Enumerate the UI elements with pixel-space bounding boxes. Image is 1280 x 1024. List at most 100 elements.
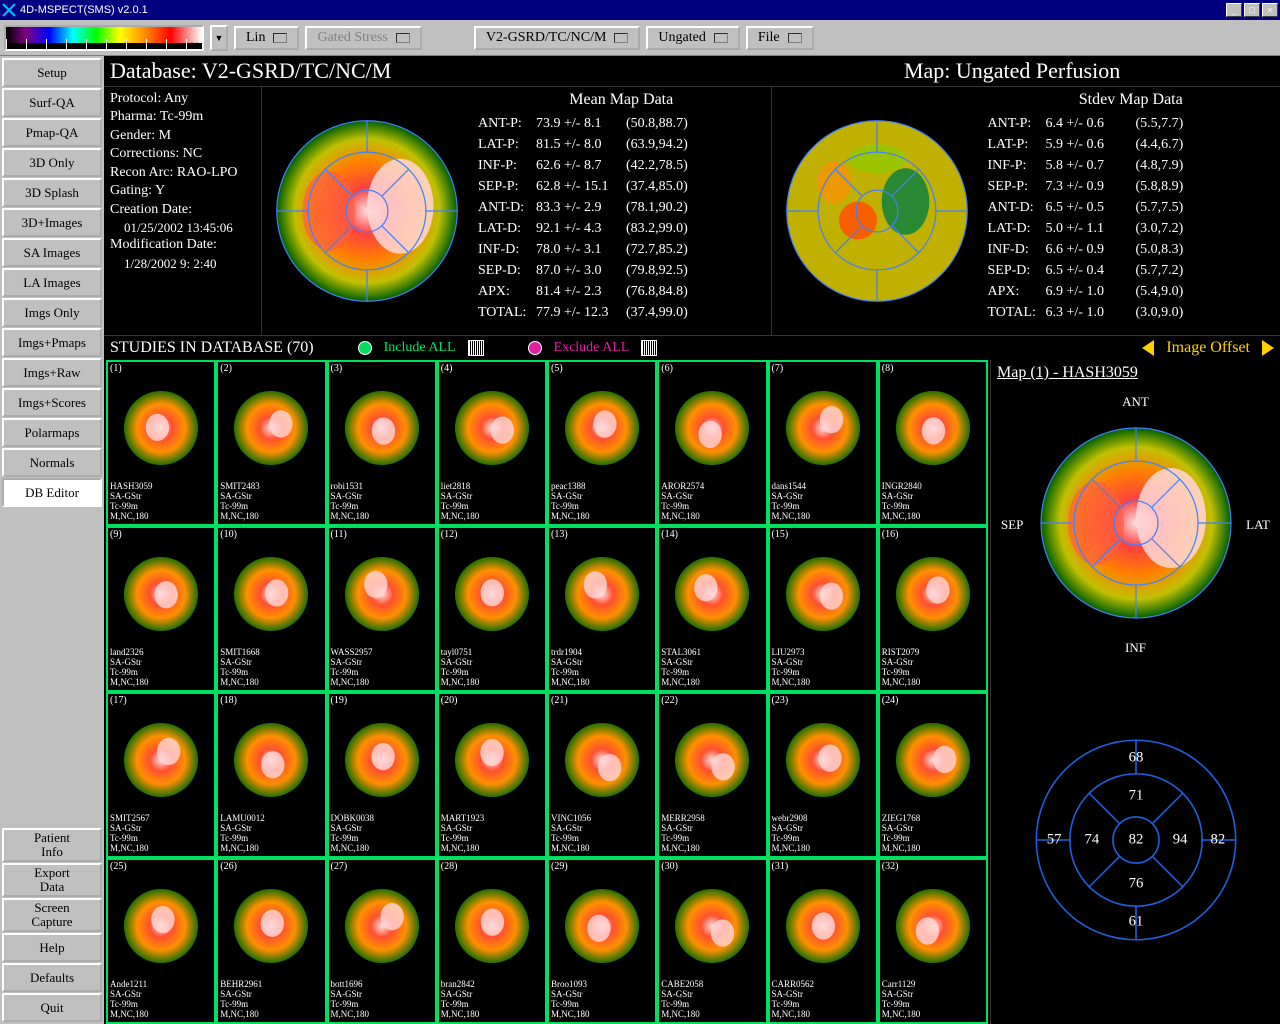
colorbar-dropdown[interactable]: ▼ [210, 25, 228, 51]
study-thumb[interactable]: (11) WASS2957 SA-GStr Tc-99m M,NC,180 [327, 526, 437, 692]
exclude-barcode-icon[interactable] [641, 340, 657, 356]
study-thumb[interactable]: (26) BEHR2961 SA-GStr Tc-99m M,NC,180 [216, 858, 326, 1024]
study-thumb[interactable]: (15) LIU2973 SA-GStr Tc-99m M,NC,180 [768, 526, 878, 692]
stat-row: ANT-D:6.5 +/- 0.5(5.7,7.5) [988, 197, 1275, 218]
maximize-button[interactable]: □ [1244, 3, 1260, 17]
stdev-map-title: Stdev Map Data [988, 91, 1275, 109]
sidebar-item-3d-images[interactable]: 3D+Images [2, 208, 102, 237]
include-all-button[interactable]: Include ALL [384, 340, 456, 356]
study-thumb[interactable]: (21) VINC1056 SA-GStr Tc-99m M,NC,180 [547, 692, 657, 858]
study-thumb[interactable]: (29) Broo1093 SA-GStr Tc-99m M,NC,180 [547, 858, 657, 1024]
sidebar-item-patient-info[interactable]: PatientInfo [2, 828, 102, 862]
score-inf-d: 76 [1128, 875, 1143, 891]
include-barcode-icon[interactable] [468, 340, 484, 356]
study-thumb[interactable]: (4) liet2818 SA-GStr Tc-99m M,NC,180 [437, 360, 547, 526]
stat-row: ANT-P:73.9 +/- 8.1(50.8,88.7) [478, 113, 765, 134]
sidebar-item-imgs-pmaps[interactable]: Imgs+Pmaps [2, 328, 102, 357]
offset-right-arrow-icon[interactable] [1262, 340, 1274, 356]
modification-date: 1/28/2002 9: 2:40 [110, 255, 255, 272]
stdev-polar-map[interactable] [772, 87, 982, 335]
study-thumb[interactable]: (28) bran2842 SA-GStr Tc-99m M,NC,180 [437, 858, 547, 1024]
study-thumb[interactable]: (30) CABE2058 SA-GStr Tc-99m M,NC,180 [657, 858, 767, 1024]
sidebar-item-quit[interactable]: Quit [2, 993, 102, 1022]
sidebar-item-3d-splash[interactable]: 3D Splash [2, 178, 102, 207]
orient-lat: LAT [1246, 517, 1270, 533]
exclude-dot-icon [528, 341, 542, 355]
mean-map-block: Mean Map Data ANT-P:73.9 +/- 8.1(50.8,88… [262, 87, 771, 335]
orient-inf: INF [1125, 640, 1146, 656]
sidebar-item-imgs-only[interactable]: Imgs Only [2, 298, 102, 327]
sidebar-item-polarmaps[interactable]: Polarmaps [2, 418, 102, 447]
protocol-corrections: Corrections: NC [110, 145, 255, 163]
study-thumb[interactable]: (3) robi1531 SA-GStr Tc-99m M,NC,180 [327, 360, 437, 526]
study-thumb[interactable]: (7) dans1544 SA-GStr Tc-99m M,NC,180 [768, 360, 878, 526]
protocol-gating: Gating: Y [110, 182, 255, 200]
study-thumb[interactable]: (1) HASH3059 SA-GStr Tc-99m M,NC,180 [106, 360, 216, 526]
stdev-map-block: Stdev Map Data ANT-P:6.4 +/- 0.6(5.5,7.7… [772, 87, 1280, 335]
file-dropdown[interactable]: File [746, 26, 814, 50]
study-thumb[interactable]: (10) SMIT1668 SA-GStr Tc-99m M,NC,180 [216, 526, 326, 692]
study-thumb[interactable]: (9) land2326 SA-GStr Tc-99m M,NC,180 [106, 526, 216, 692]
study-thumb[interactable]: (18) LAMU0012 SA-GStr Tc-99m M,NC,180 [216, 692, 326, 858]
study-thumb[interactable]: (14) STAL3061 SA-GStr Tc-99m M,NC,180 [657, 526, 767, 692]
sidebar-item-screen-capture[interactable]: ScreenCapture [2, 898, 102, 932]
sidebar-item-imgs-raw[interactable]: Imgs+Raw [2, 358, 102, 387]
sidebar-item-3d-only[interactable]: 3D Only [2, 148, 102, 177]
sidebar-item-pmap-qa[interactable]: Pmap-QA [2, 118, 102, 147]
creation-date: 01/25/2002 13:45:06 [110, 219, 255, 236]
score-lat-p: 82 [1210, 831, 1225, 847]
study-thumb[interactable]: (5) peac1388 SA-GStr Tc-99m M,NC,180 [547, 360, 657, 526]
lin-button[interactable]: Lin [234, 26, 299, 50]
study-thumb[interactable]: (2) SMIT2483 SA-GStr Tc-99m M,NC,180 [216, 360, 326, 526]
stat-row: INF-D:78.0 +/- 3.1(72.7,85.2) [478, 239, 765, 260]
study-thumb[interactable]: (23) webr2908 SA-GStr Tc-99m M,NC,180 [768, 692, 878, 858]
sidebar-item-export-data[interactable]: ExportData [2, 863, 102, 897]
study-thumb[interactable]: (12) tayl0751 SA-GStr Tc-99m M,NC,180 [437, 526, 547, 692]
close-button[interactable]: × [1262, 3, 1278, 17]
database-dropdown[interactable]: V2-GSRD/TC/NC/M [474, 26, 641, 50]
study-thumb[interactable]: (16) RIST2079 SA-GStr Tc-99m M,NC,180 [878, 526, 988, 692]
sidebar-item-help[interactable]: Help [2, 933, 102, 962]
study-thumb[interactable]: (25) Ande1211 SA-GStr Tc-99m M,NC,180 [106, 858, 216, 1024]
stat-row: LAT-P:81.5 +/- 8.0(63.9,94.2) [478, 134, 765, 155]
study-thumb[interactable]: (8) INGR2840 SA-GStr Tc-99m M,NC,180 [878, 360, 988, 526]
gating-dropdown[interactable]: Ungated [646, 26, 739, 50]
sidebar-item-sa-images[interactable]: SA Images [2, 238, 102, 267]
sidebar-item-defaults[interactable]: Defaults [2, 963, 102, 992]
study-thumb[interactable]: (20) MART1923 SA-GStr Tc-99m M,NC,180 [437, 692, 547, 858]
study-thumb[interactable]: (31) CARR0562 SA-GStr Tc-99m M,NC,180 [768, 858, 878, 1024]
window-titlebar: 4D-MSPECT(SMS) v2.0.1 _ □ × [0, 0, 1280, 20]
minimize-button[interactable]: _ [1226, 3, 1242, 17]
study-thumb[interactable]: (24) ZIEG1768 SA-GStr Tc-99m M,NC,180 [878, 692, 988, 858]
sidebar-item-la-images[interactable]: LA Images [2, 268, 102, 297]
colorbar[interactable]: 0 100 [4, 25, 204, 51]
sidebar-item-imgs-scores[interactable]: Imgs+Scores [2, 388, 102, 417]
detail-polar-map[interactable]: ANT SEP LAT INF [997, 390, 1274, 660]
score-apx: 82 [1128, 831, 1143, 847]
exclude-all-button[interactable]: Exclude ALL [554, 340, 630, 356]
database-header: Database: V2-GSRD/TC/NC/M [110, 58, 750, 84]
image-offset-label: Image Offset [1166, 339, 1250, 357]
study-thumb[interactable]: (32) Carr1129 SA-GStr Tc-99m M,NC,180 [878, 858, 988, 1024]
study-thumb[interactable]: (17) SMIT2567 SA-GStr Tc-99m M,NC,180 [106, 692, 216, 858]
protocol-protocol: Protocol: Any [110, 90, 255, 108]
study-thumb[interactable]: (22) MERR2958 SA-GStr Tc-99m M,NC,180 [657, 692, 767, 858]
mean-map-title: Mean Map Data [478, 91, 765, 109]
sidebar-item-surf-qa[interactable]: Surf-QA [2, 88, 102, 117]
offset-left-arrow-icon[interactable] [1142, 340, 1154, 356]
stat-row: TOTAL:77.9 +/- 12.3(37.4,99.0) [478, 302, 765, 323]
sidebar-item-setup[interactable]: Setup [2, 58, 102, 87]
stat-row: LAT-D:92.1 +/- 4.3(83.2,99.0) [478, 218, 765, 239]
detail-panel: Map (1) - HASH3059 ANT SEP LAT INF [990, 360, 1280, 1024]
study-thumb[interactable]: (19) DOBK0038 SA-GStr Tc-99m M,NC,180 [327, 692, 437, 858]
mean-polar-map[interactable] [262, 87, 472, 335]
stat-row: SEP-D:6.5 +/- 0.4(5.7,7.2) [988, 260, 1275, 281]
study-thumb[interactable]: (13) trdr1904 SA-GStr Tc-99m M,NC,180 [547, 526, 657, 692]
study-thumb[interactable]: (27) bott1696 SA-GStr Tc-99m M,NC,180 [327, 858, 437, 1024]
sidebar-item-normals[interactable]: Normals [2, 448, 102, 477]
gated-stress-button[interactable]: Gated Stress [305, 26, 421, 50]
protocol-recon: Recon Arc: RAO-LPO [110, 164, 255, 182]
sidebar-item-db-editor[interactable]: DB Editor [2, 478, 102, 507]
protocol-pharma: Pharma: Tc-99m [110, 108, 255, 126]
study-thumb[interactable]: (6) AROR2574 SA-GStr Tc-99m M,NC,180 [657, 360, 767, 526]
